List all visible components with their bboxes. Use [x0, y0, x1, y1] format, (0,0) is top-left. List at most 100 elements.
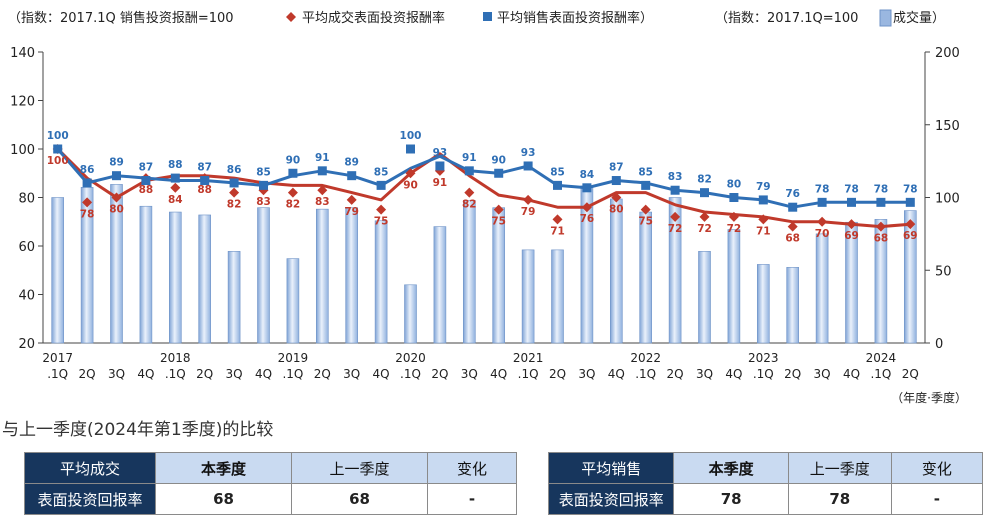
x-quarter-label: 4Q	[137, 367, 154, 381]
transaction-yield-point	[817, 216, 828, 227]
x-quarter-label: 4Q	[373, 367, 390, 381]
listing-yield-point	[288, 168, 298, 178]
listing-yield-label: 78	[815, 183, 830, 195]
x-quarter-label: 4Q	[490, 367, 507, 381]
listing-yield-label: 89	[109, 157, 124, 169]
transaction-yield-point	[287, 187, 298, 198]
transaction-yield-label: 68	[785, 233, 800, 245]
x-quarter-label: 2Q	[79, 367, 96, 381]
listing-yield-label: 91	[462, 152, 477, 164]
left-axis-tick-label: 140	[10, 46, 35, 61]
transaction-yield-point	[493, 204, 504, 215]
transaction-yield-label: 83	[315, 196, 330, 208]
transaction-yield-label: 88	[197, 184, 212, 196]
volume-bar	[521, 249, 535, 344]
listing-yield-label: 87	[139, 162, 154, 174]
legend-index-note: （指数：2017.1Q 销售投资报酬=100	[8, 10, 234, 26]
transaction-yield-point	[523, 194, 534, 205]
listing-yield-label: 91	[315, 152, 330, 164]
transaction-yield-label: 69	[903, 230, 918, 242]
series-line-transaction	[56, 147, 911, 229]
legend-bar-label: 成交量）	[893, 10, 945, 26]
right-axis-tick-label: 0	[935, 337, 943, 352]
x-year-label: 2022	[630, 351, 661, 365]
x-quarter-label: 4Q	[608, 367, 625, 381]
legend-right-note: （指数：2017.1Q=100	[715, 11, 858, 26]
transaction-yield-label: 72	[697, 223, 712, 235]
transaction-yield-label: 82	[286, 199, 301, 211]
volume-bar	[551, 249, 564, 344]
volume-bar	[374, 220, 388, 344]
transaction-yield-label: 79	[521, 206, 536, 218]
volume-bar	[51, 197, 65, 344]
x-quarter-label: 4Q	[843, 367, 860, 381]
x-quarter-label: .1Q	[47, 367, 68, 381]
transaction-yield-label: 91	[433, 177, 448, 189]
x-quarter-label: 2Q	[902, 367, 919, 381]
left-axis-tick-label: 20	[18, 337, 35, 352]
listing-yield-label: 86	[80, 164, 95, 176]
x-year-label: 2019	[278, 351, 309, 365]
volume-bar	[874, 219, 888, 344]
x-year-label: 2020	[395, 351, 426, 365]
volume-bar	[257, 207, 270, 344]
col-current-header: 本季度	[155, 452, 292, 484]
listing-yield-point	[259, 180, 268, 190]
x-year-label: 2018	[160, 351, 191, 365]
volume-bar	[756, 264, 770, 344]
rent-yield-chart: （指数：2017.1Q 销售投资报酬=100 平均成交表面投资报酬率 平均销售表…	[8, 9, 967, 405]
listing-yield-point	[905, 197, 915, 207]
x-quarter-label: 3Q	[108, 367, 125, 381]
volume-bar	[315, 208, 329, 344]
listing-yield-point	[141, 176, 151, 186]
left-axis-tick-label: 120	[10, 95, 35, 110]
listing-yield-point	[611, 176, 621, 186]
left-axis-tick-label: 40	[18, 289, 35, 304]
transaction-yield-point	[552, 214, 563, 225]
listing-yield-point	[847, 197, 856, 207]
listing-yield-label: 100	[47, 130, 69, 142]
volume-bar	[668, 197, 682, 344]
col-previous-header: 上一季度	[787, 452, 892, 484]
x-quarter-label: 2Q	[314, 367, 331, 381]
x-quarter-label: 3Q	[343, 367, 360, 381]
right-axis-tick-label: 100	[935, 192, 960, 207]
transaction-yield-label: 69	[844, 230, 859, 242]
row-header-line2: 表面投资回报率	[24, 483, 156, 515]
transaction-yield-point	[875, 221, 886, 232]
listing-yield-point	[376, 180, 386, 190]
volume-bar	[698, 251, 711, 344]
listing-yield-point	[788, 202, 798, 212]
previous-value: 68	[291, 483, 428, 515]
volume-bar	[169, 211, 182, 344]
x-quarter-label: 2Q	[549, 367, 566, 381]
transaction-yield-label: 79	[344, 206, 359, 218]
transaction-yield-point	[376, 204, 387, 215]
listing-yield-label: 78	[903, 183, 918, 195]
x-quarter-label: 4Q	[725, 367, 742, 381]
listing-yield-label: 85	[638, 166, 653, 178]
legend-bar-icon	[879, 9, 892, 27]
listing-yield-label: 85	[256, 166, 271, 178]
transaction-yield-label: 82	[462, 199, 477, 211]
transaction-yield-point	[846, 219, 857, 230]
volume-bar	[639, 211, 653, 344]
listing-yield-label: 84	[580, 169, 595, 181]
listing-yield-point	[112, 171, 121, 181]
listing-yield-label: 89	[344, 157, 359, 169]
right-axis-tick-label: 200	[935, 46, 960, 61]
listing-yield-point	[53, 144, 63, 154]
transaction-yield-label: 84	[168, 194, 183, 206]
transaction-yield-label: 75	[374, 216, 389, 228]
change-value: -	[890, 483, 983, 515]
listing-yield-label: 87	[197, 162, 212, 174]
transaction-yield-point	[317, 185, 328, 196]
volume-bar	[139, 205, 153, 344]
right-axis-tick-label: 50	[935, 264, 952, 279]
col-previous-header: 上一季度	[291, 452, 428, 484]
listing-yield-label: 85	[374, 166, 389, 178]
x-quarter-label: 3Q	[814, 367, 831, 381]
left-axis-tick-label: 100	[10, 143, 35, 158]
listing-yield-point	[700, 188, 709, 198]
volume-bar	[462, 200, 476, 344]
